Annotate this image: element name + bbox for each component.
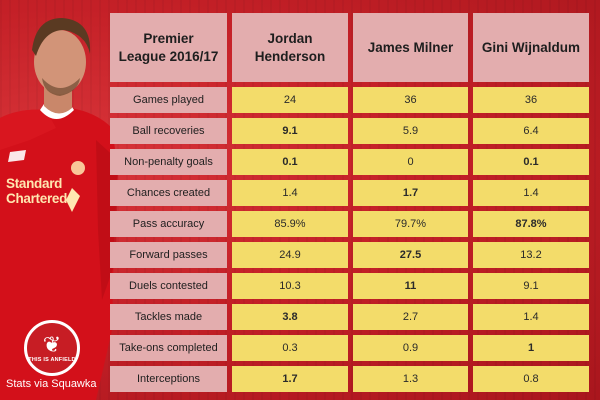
row-label: Pass accuracy (110, 211, 227, 238)
value-milner: 0.9 (353, 335, 468, 362)
badge-text: THIS IS ANFIELD (28, 356, 76, 363)
player-photo: Standard Chartered ❦ THIS IS ANFIELD Sta… (0, 0, 150, 400)
value-henderson: 0.3 (232, 335, 348, 362)
value-henderson: 3.8 (232, 304, 348, 331)
row-label: Take-ons completed (110, 335, 227, 362)
value-henderson: 85.9% (232, 211, 348, 238)
value-milner: 79.7% (353, 211, 468, 238)
value-wijnaldum: 1.4 (473, 180, 589, 207)
player-header-line2: Henderson (254, 48, 326, 64)
row-label: Forward passes (110, 242, 227, 269)
value-henderson: 24 (232, 87, 348, 114)
player-header-henderson: Jordan Henderson (232, 13, 348, 82)
kit-sponsor-line2: Chartered (6, 191, 68, 206)
value-wijnaldum: 13.2 (473, 242, 589, 269)
value-milner: 11 (353, 273, 468, 300)
value-henderson: 10.3 (232, 273, 348, 300)
player-header-line1: Gini Wijnaldum (481, 39, 581, 55)
value-henderson: 9.1 (232, 118, 348, 145)
player-header-wijnaldum: Gini Wijnaldum (473, 13, 589, 82)
value-wijnaldum: 0.8 (473, 366, 589, 393)
player-header-line1: James Milner (367, 39, 454, 55)
value-henderson: 1.4 (232, 180, 348, 207)
row-label: Tackles made (110, 304, 227, 331)
value-wijnaldum: 36 (473, 87, 589, 114)
row-label: Non-penalty goals (110, 149, 227, 176)
player-header-milner: James Milner (353, 13, 468, 82)
value-wijnaldum: 0.1 (473, 149, 589, 176)
value-henderson: 24.9 (232, 242, 348, 269)
corner-header-line1: Premier (143, 30, 194, 46)
value-milner: 27.5 (353, 242, 468, 269)
row-label: Ball recoveries (110, 118, 227, 145)
row-label: Interceptions (110, 366, 227, 393)
value-milner: 1.3 (353, 366, 468, 393)
value-wijnaldum: 1 (473, 335, 589, 362)
value-milner: 1.7 (353, 180, 468, 207)
value-milner: 36 (353, 87, 468, 114)
row-label: Games played (110, 87, 227, 114)
value-wijnaldum: 87.8% (473, 211, 589, 238)
row-label: Duels contested (110, 273, 227, 300)
table-corner-header: Premier League 2016/17 (110, 13, 227, 82)
value-wijnaldum: 6.4 (473, 118, 589, 145)
row-label: Chances created (110, 180, 227, 207)
value-milner: 0 (353, 149, 468, 176)
value-wijnaldum: 1.4 (473, 304, 589, 331)
player-figure-graphic (0, 18, 118, 400)
value-milner: 5.9 (353, 118, 468, 145)
value-henderson: 1.7 (232, 366, 348, 393)
value-milner: 2.7 (353, 304, 468, 331)
player-header-line1: Jordan (267, 30, 313, 46)
site-badge: ❦ THIS IS ANFIELD (24, 320, 80, 376)
kit-sponsor-text: Standard Chartered (6, 176, 76, 206)
value-henderson: 0.1 (232, 149, 348, 176)
kit-sponsor-line1: Standard (6, 176, 63, 191)
liverbird-icon: ❦ (42, 331, 62, 357)
value-wijnaldum: 9.1 (473, 273, 589, 300)
stats-credit: Stats via Squawka (6, 378, 97, 390)
corner-header-line2: League 2016/17 (118, 48, 219, 64)
